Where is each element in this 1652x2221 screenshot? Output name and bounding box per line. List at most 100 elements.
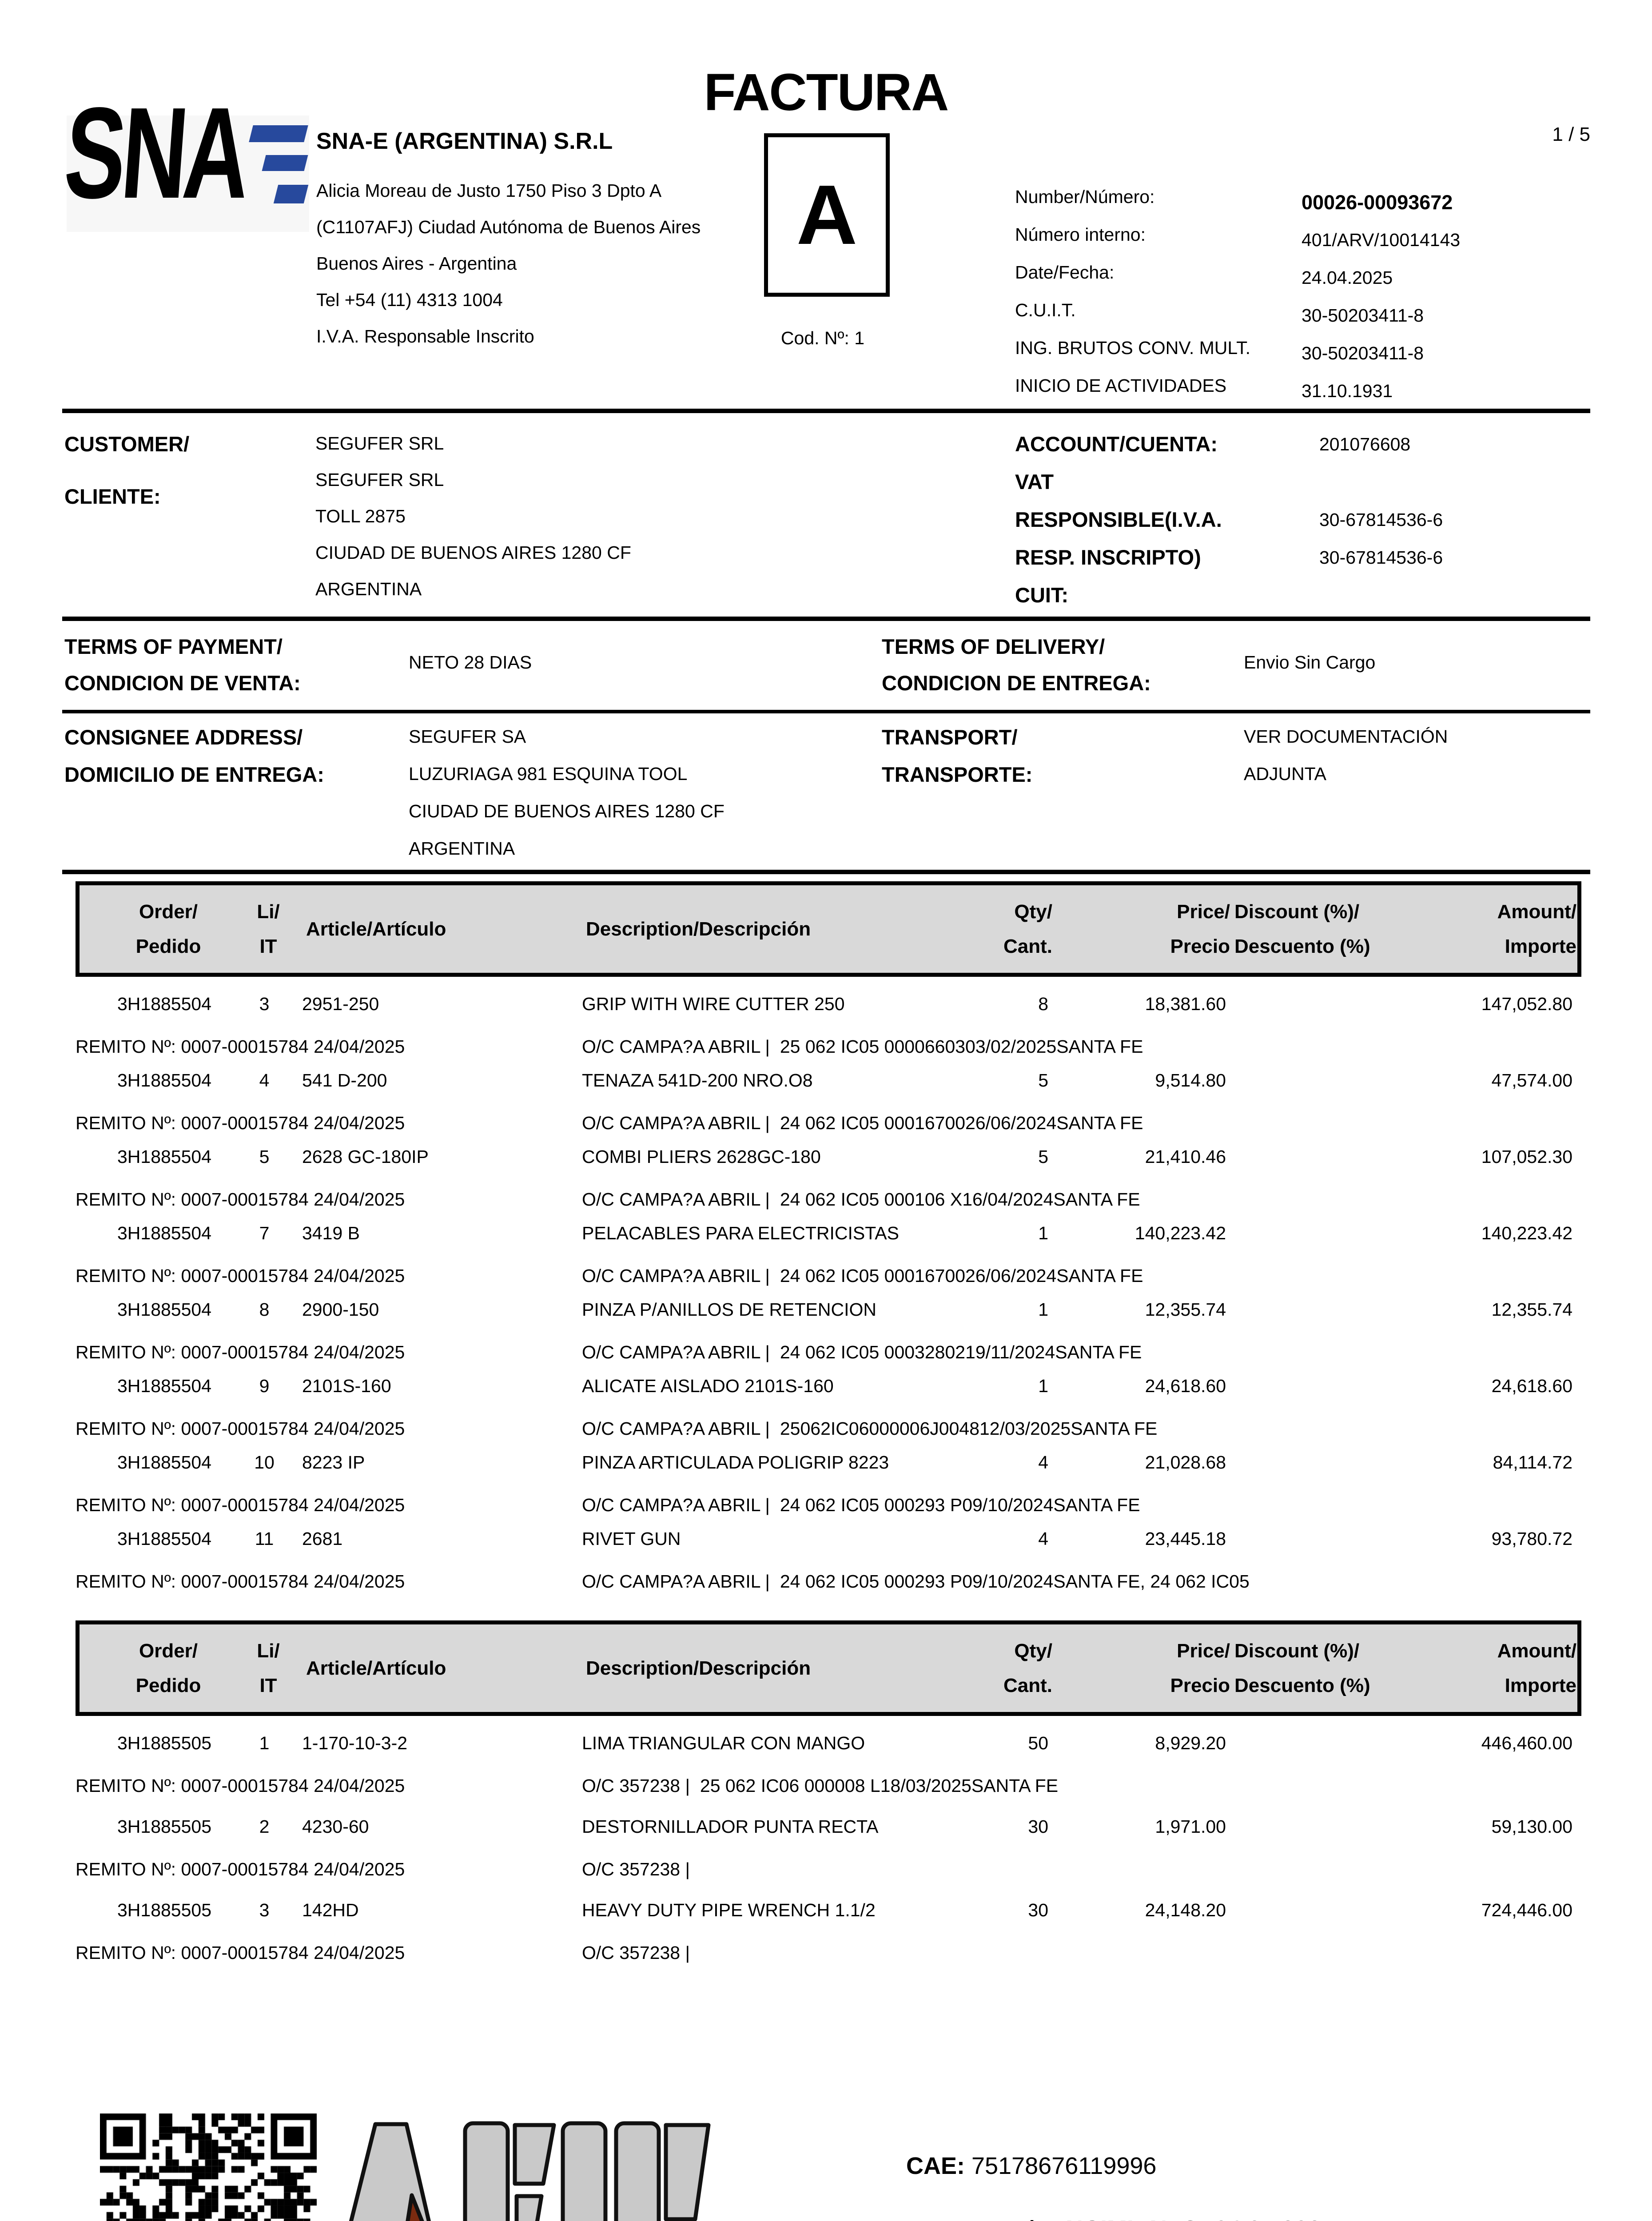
cell-price: 24,148.20	[1145, 1900, 1226, 1920]
cell-qty: 4	[1038, 1528, 1048, 1549]
cell-order: 3H1885505	[117, 1900, 212, 1920]
cell-price: 9,514.80	[1155, 1070, 1226, 1091]
cell-order: 3H1885504	[117, 1452, 212, 1473]
column-price: Price/Precio	[1170, 900, 1230, 957]
line-item: 3H1885504 9 2101S-160 ALICATE AISLADO 2101S…	[76, 1376, 1581, 1452]
cae-value: 75178676119996	[971, 2153, 1157, 2179]
line-item: 3H1885505 3 142HD HEAVY DUTY PIPE WRENCH 1.…	[76, 1900, 1581, 1983]
remito-row: REMITO Nº: 0007-00015784 24/04/2025 O/C 3…	[76, 1942, 1581, 1963]
item-row: 3H1885504 10 8223 IP PINZA ARTICULADA POLIG…	[76, 1452, 1581, 1473]
cell-description: ALICATE AISLADO 2101S-160	[582, 1376, 834, 1396]
line-item: 3H1885504 10 8223 IP PINZA ARTICULADA POLIG…	[76, 1452, 1581, 1528]
line-item: 3H1885504 7 3419 B PELACABLES PARA ELECTRIC…	[76, 1223, 1581, 1299]
customer-line: CIUDAD DE BUENOS AIRES 1280 CF	[315, 542, 631, 563]
cell-oc-reference: O/C 357238 |	[582, 1859, 690, 1879]
cell-amount: 47,574.00	[1491, 1070, 1572, 1091]
cell-oc-reference: O/C CAMPA?A ABRIL | 25 062 IC05 00006603…	[582, 1036, 1143, 1057]
cell-article: 4230-60	[302, 1816, 369, 1837]
line-item: 3H1885505 2 4230-60 DESTORNILLADOR PUNTA RE…	[76, 1816, 1581, 1900]
line-item: 3H1885504 4 541 D-200 TENAZA 541D-200 NRO.O…	[76, 1070, 1581, 1146]
item-row: 3H1885504 11 2681 RIVET GUN 4 23,445.18 93,780…	[76, 1528, 1581, 1549]
transport-label: TRANSPORT/	[882, 725, 1018, 749]
line-item: 3H1885505 1 1-170-10-3-2 LIMA TRIANGULAR CO…	[76, 1733, 1581, 1816]
cell-discount	[1226, 1070, 1413, 1091]
cell-description: COMBI PLIERS 2628GC-180	[582, 1146, 821, 1167]
transporte-label: TRANSPORTE:	[882, 763, 1033, 786]
item-row: 3H1885505 1 1-170-10-3-2 LIMA TRIANGULAR CO…	[76, 1733, 1581, 1754]
column-line: Li/IT	[257, 1640, 280, 1696]
cell-description: PINZA P/ANILLOS DE RETENCION	[582, 1299, 876, 1320]
line-items-table-1: 3H1885504 3 2951-250 GRIP WITH WIRE CUTTER …	[76, 977, 1581, 1605]
internal-number: 401/ARV/10014143	[1302, 230, 1461, 250]
cell-description: HEAVY DUTY PIPE WRENCH 1.1/2	[582, 1900, 876, 1920]
account-label: ACCOUNT/CUENTA:	[1015, 432, 1218, 456]
cell-remito: REMITO Nº: 0007-00015784 24/04/2025	[76, 1571, 405, 1592]
cell-price: 8,929.20	[1155, 1733, 1226, 1753]
cae-label: CAE:	[906, 2153, 965, 2179]
item-row: 3H1885504 5 2628 GC-180IP COMBI PLIERS 2628…	[76, 1146, 1581, 1167]
cell-line-no: 10	[254, 1452, 275, 1473]
cell-line-no: 5	[259, 1146, 270, 1167]
resp-inscripto-number: 30-67814536-6	[1319, 547, 1443, 568]
payment-terms-value: NETO 28 DIAS	[409, 652, 532, 673]
cell-oc-reference: O/C CAMPA?A ABRIL | 24 062 IC05 00016700…	[582, 1266, 1143, 1286]
column-discount: Discount (%)/Descuento (%)	[1234, 1640, 1370, 1696]
cell-oc-reference: O/C CAMPA?A ABRIL | 24 062 IC05 00032802…	[582, 1342, 1142, 1362]
cell-amount: 446,460.00	[1481, 1733, 1572, 1753]
cell-qty: 50	[1028, 1733, 1048, 1753]
invoice-type-code: Cod. Nº: 1	[780, 328, 865, 348]
meta-label-internal: Número interno:	[1015, 224, 1146, 245]
cell-price: 23,445.18	[1145, 1528, 1226, 1549]
account-number: 201076608	[1319, 434, 1411, 454]
cell-amount: 93,780.72	[1491, 1528, 1572, 1549]
cell-amount: 147,052.80	[1481, 994, 1572, 1014]
cell-oc-reference: O/C CAMPA?A ABRIL | 24 062 IC05 000106 X…	[582, 1189, 1140, 1210]
due-date-value: 04.05.2025	[1214, 2216, 1334, 2221]
cell-line-no: 2	[259, 1816, 270, 1837]
column-order: Order/Pedido	[135, 1640, 201, 1696]
remito-row: REMITO Nº: 0007-00015784 24/04/2025 O/C C…	[76, 1189, 1581, 1210]
cell-amount: 724,446.00	[1481, 1900, 1572, 1920]
cell-description: PELACABLES PARA ELECTRICISTAS	[582, 1223, 899, 1243]
separator	[62, 409, 1590, 413]
cell-description: TENAZA 541D-200 NRO.O8	[582, 1070, 813, 1091]
remito-row: REMITO Nº: 0007-00015784 24/04/2025 O/C C…	[76, 1342, 1581, 1363]
cell-order: 3H1885504	[117, 1146, 212, 1167]
consignee-line: LUZURIAGA 981 ESQUINA TOOL	[409, 764, 688, 784]
cell-remito: REMITO Nº: 0007-00015784 24/04/2025	[76, 1266, 405, 1286]
cell-discount	[1226, 1299, 1413, 1320]
customer-label: CUSTOMER/	[64, 432, 190, 456]
column-qty: Qty/Cant.	[1003, 900, 1052, 957]
cell-remito: REMITO Nº: 0007-00015784 24/04/2025	[76, 1418, 405, 1439]
cell-article: 2951-250	[302, 994, 379, 1014]
column-price: Price/Precio	[1170, 1640, 1230, 1696]
column-order: Order/Pedido	[135, 900, 201, 957]
column-description: Description/Descripción	[586, 1657, 811, 1679]
cell-discount	[1226, 1146, 1413, 1167]
column-article: Article/Artículo	[306, 918, 446, 940]
cell-description: RIVET GUN	[582, 1528, 681, 1549]
cell-article: 8223 IP	[302, 1452, 365, 1473]
invoice-date: 24.04.2025	[1302, 267, 1393, 288]
ing-brutos-value: 30-50203411-8	[1302, 343, 1424, 363]
seller-phone: Tel +54 (11) 4313 1004	[316, 290, 503, 310]
cell-remito: REMITO Nº: 0007-00015784 24/04/2025	[76, 1113, 405, 1133]
sna-logo-bar	[249, 125, 308, 142]
cell-discount	[1226, 1900, 1413, 1921]
cell-description: PINZA ARTICULADA POLIGRIP 8223	[582, 1452, 889, 1473]
cell-description: GRIP WITH WIRE CUTTER 250	[582, 994, 845, 1014]
sna-logo-bar	[262, 155, 308, 171]
separator	[62, 870, 1590, 874]
cell-description: LIMA TRIANGULAR CON MANGO	[582, 1733, 865, 1753]
delivery-terms-value: Envio Sin Cargo	[1244, 652, 1376, 673]
cell-amount: 84,114.72	[1493, 1452, 1572, 1473]
meta-label-date: Date/Fecha:	[1015, 262, 1115, 283]
line-item: 3H1885504 3 2951-250 GRIP WITH WIRE CUTTER …	[76, 994, 1581, 1070]
cell-qty: 8	[1038, 994, 1048, 1014]
condicion-venta-label: CONDICION DE VENTA:	[64, 671, 301, 695]
column-line: Li/IT	[257, 900, 280, 957]
cell-price: 12,355.74	[1145, 1299, 1226, 1320]
cell-article: 2900-150	[302, 1299, 379, 1320]
item-row: 3H1885504 8 2900-150 PINZA P/ANILLOS DE RET…	[76, 1299, 1581, 1320]
cell-order: 3H1885505	[117, 1816, 212, 1837]
